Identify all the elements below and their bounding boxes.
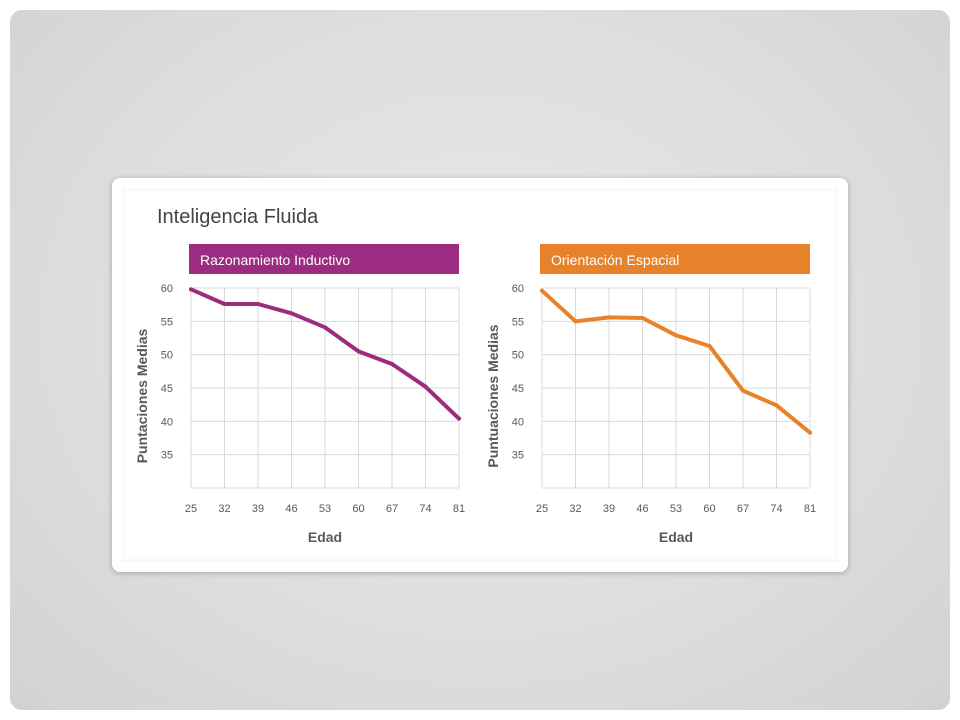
- chart-inductive-xlabel: Edad: [308, 529, 342, 545]
- chart-spatial-data-point: [774, 403, 779, 408]
- chart-inductive-xtick-label: 32: [218, 503, 230, 515]
- chart-inductive-xtick-label: 53: [319, 503, 331, 515]
- chart-inductive-data-point: [189, 287, 193, 292]
- chart-inductive-xtick-label: 39: [252, 503, 264, 515]
- chart-spatial-data-point: [741, 388, 745, 393]
- chart-spatial-data-point: [808, 430, 812, 435]
- chart-inductive-data-point: [289, 311, 294, 316]
- chart-spatial-xtick-label: 39: [603, 503, 615, 515]
- chart-spatial-ylabel: Puntuaciones Medias: [485, 324, 501, 467]
- chart-spatial-data-point: [707, 344, 712, 348]
- chart-inductive-ytick-label: 40: [161, 416, 173, 428]
- chart-inductive-ytick-label: 60: [161, 283, 173, 295]
- chart-spatial-xtick-label: 60: [703, 503, 715, 515]
- chart-spatial-ytick-label: 60: [512, 283, 524, 295]
- chart-spatial-xtick-label: 74: [770, 503, 782, 515]
- chart-inductive-data-point: [356, 349, 361, 354]
- chart-inductive-ytick-label: 35: [161, 450, 173, 462]
- chart-spatial-xtick-label: 25: [536, 503, 548, 515]
- chart-inductive-data-point: [323, 325, 327, 330]
- chart-spatial-ytick-label: 45: [512, 383, 524, 395]
- page-title: Inteligencia Fluida: [157, 206, 319, 228]
- chart-spatial-ytick-label: 35: [512, 450, 524, 462]
- chart-inductive-data-point: [423, 384, 428, 389]
- chart-inductive-data-point: [222, 302, 227, 306]
- chart-spatial-data-point: [607, 315, 611, 320]
- chart-spatial-xlabel: Edad: [659, 529, 693, 545]
- chart-inductive-xtick-label: 74: [419, 503, 431, 515]
- chart-spatial-xtick-label: 32: [569, 503, 581, 515]
- chart-inductive-xtick-label: 46: [285, 503, 297, 515]
- chart-inductive-ytick-label: 45: [161, 383, 173, 395]
- chart-inductive-ylabel: Puntaciones Medias: [134, 328, 150, 463]
- chart-inductive-data-point: [457, 416, 461, 421]
- chart-inductive-xtick-label: 60: [352, 503, 364, 515]
- chart-spatial-ytick-label: 40: [512, 416, 524, 428]
- chart-inductive-title: Razonamiento Inductivo: [200, 252, 350, 268]
- chart-spatial-data-point: [640, 316, 645, 320]
- chart-inductive-banner: [189, 244, 459, 274]
- chart-spatial-xtick-label: 46: [636, 503, 648, 515]
- chart-inductive-xtick-label: 25: [185, 503, 197, 515]
- chart-spatial-title: Orientación Espacial: [551, 252, 679, 268]
- chart-spatial-banner: [540, 244, 810, 274]
- chart-inductive-data-point: [256, 302, 260, 306]
- chart-spatial-data-point: [674, 333, 678, 338]
- chart-spatial-ytick-label: 50: [512, 350, 524, 362]
- chart-inductive-ytick-label: 50: [161, 350, 173, 362]
- chart-spatial-xtick-label: 81: [804, 503, 816, 515]
- chart-inductive-ytick-label: 55: [161, 316, 173, 328]
- chart-spatial-xtick-label: 67: [737, 503, 749, 515]
- chart-inductive-xtick-label: 67: [386, 503, 398, 515]
- chart-inductive-xtick-label: 81: [453, 503, 465, 515]
- chart-inductive-data-point: [390, 362, 394, 366]
- chart-spatial-data-point: [540, 288, 544, 293]
- chart-spatial-data-point: [573, 319, 578, 324]
- chart-spatial-xtick-label: 53: [670, 503, 682, 515]
- chart-spatial-ytick-label: 55: [512, 316, 524, 328]
